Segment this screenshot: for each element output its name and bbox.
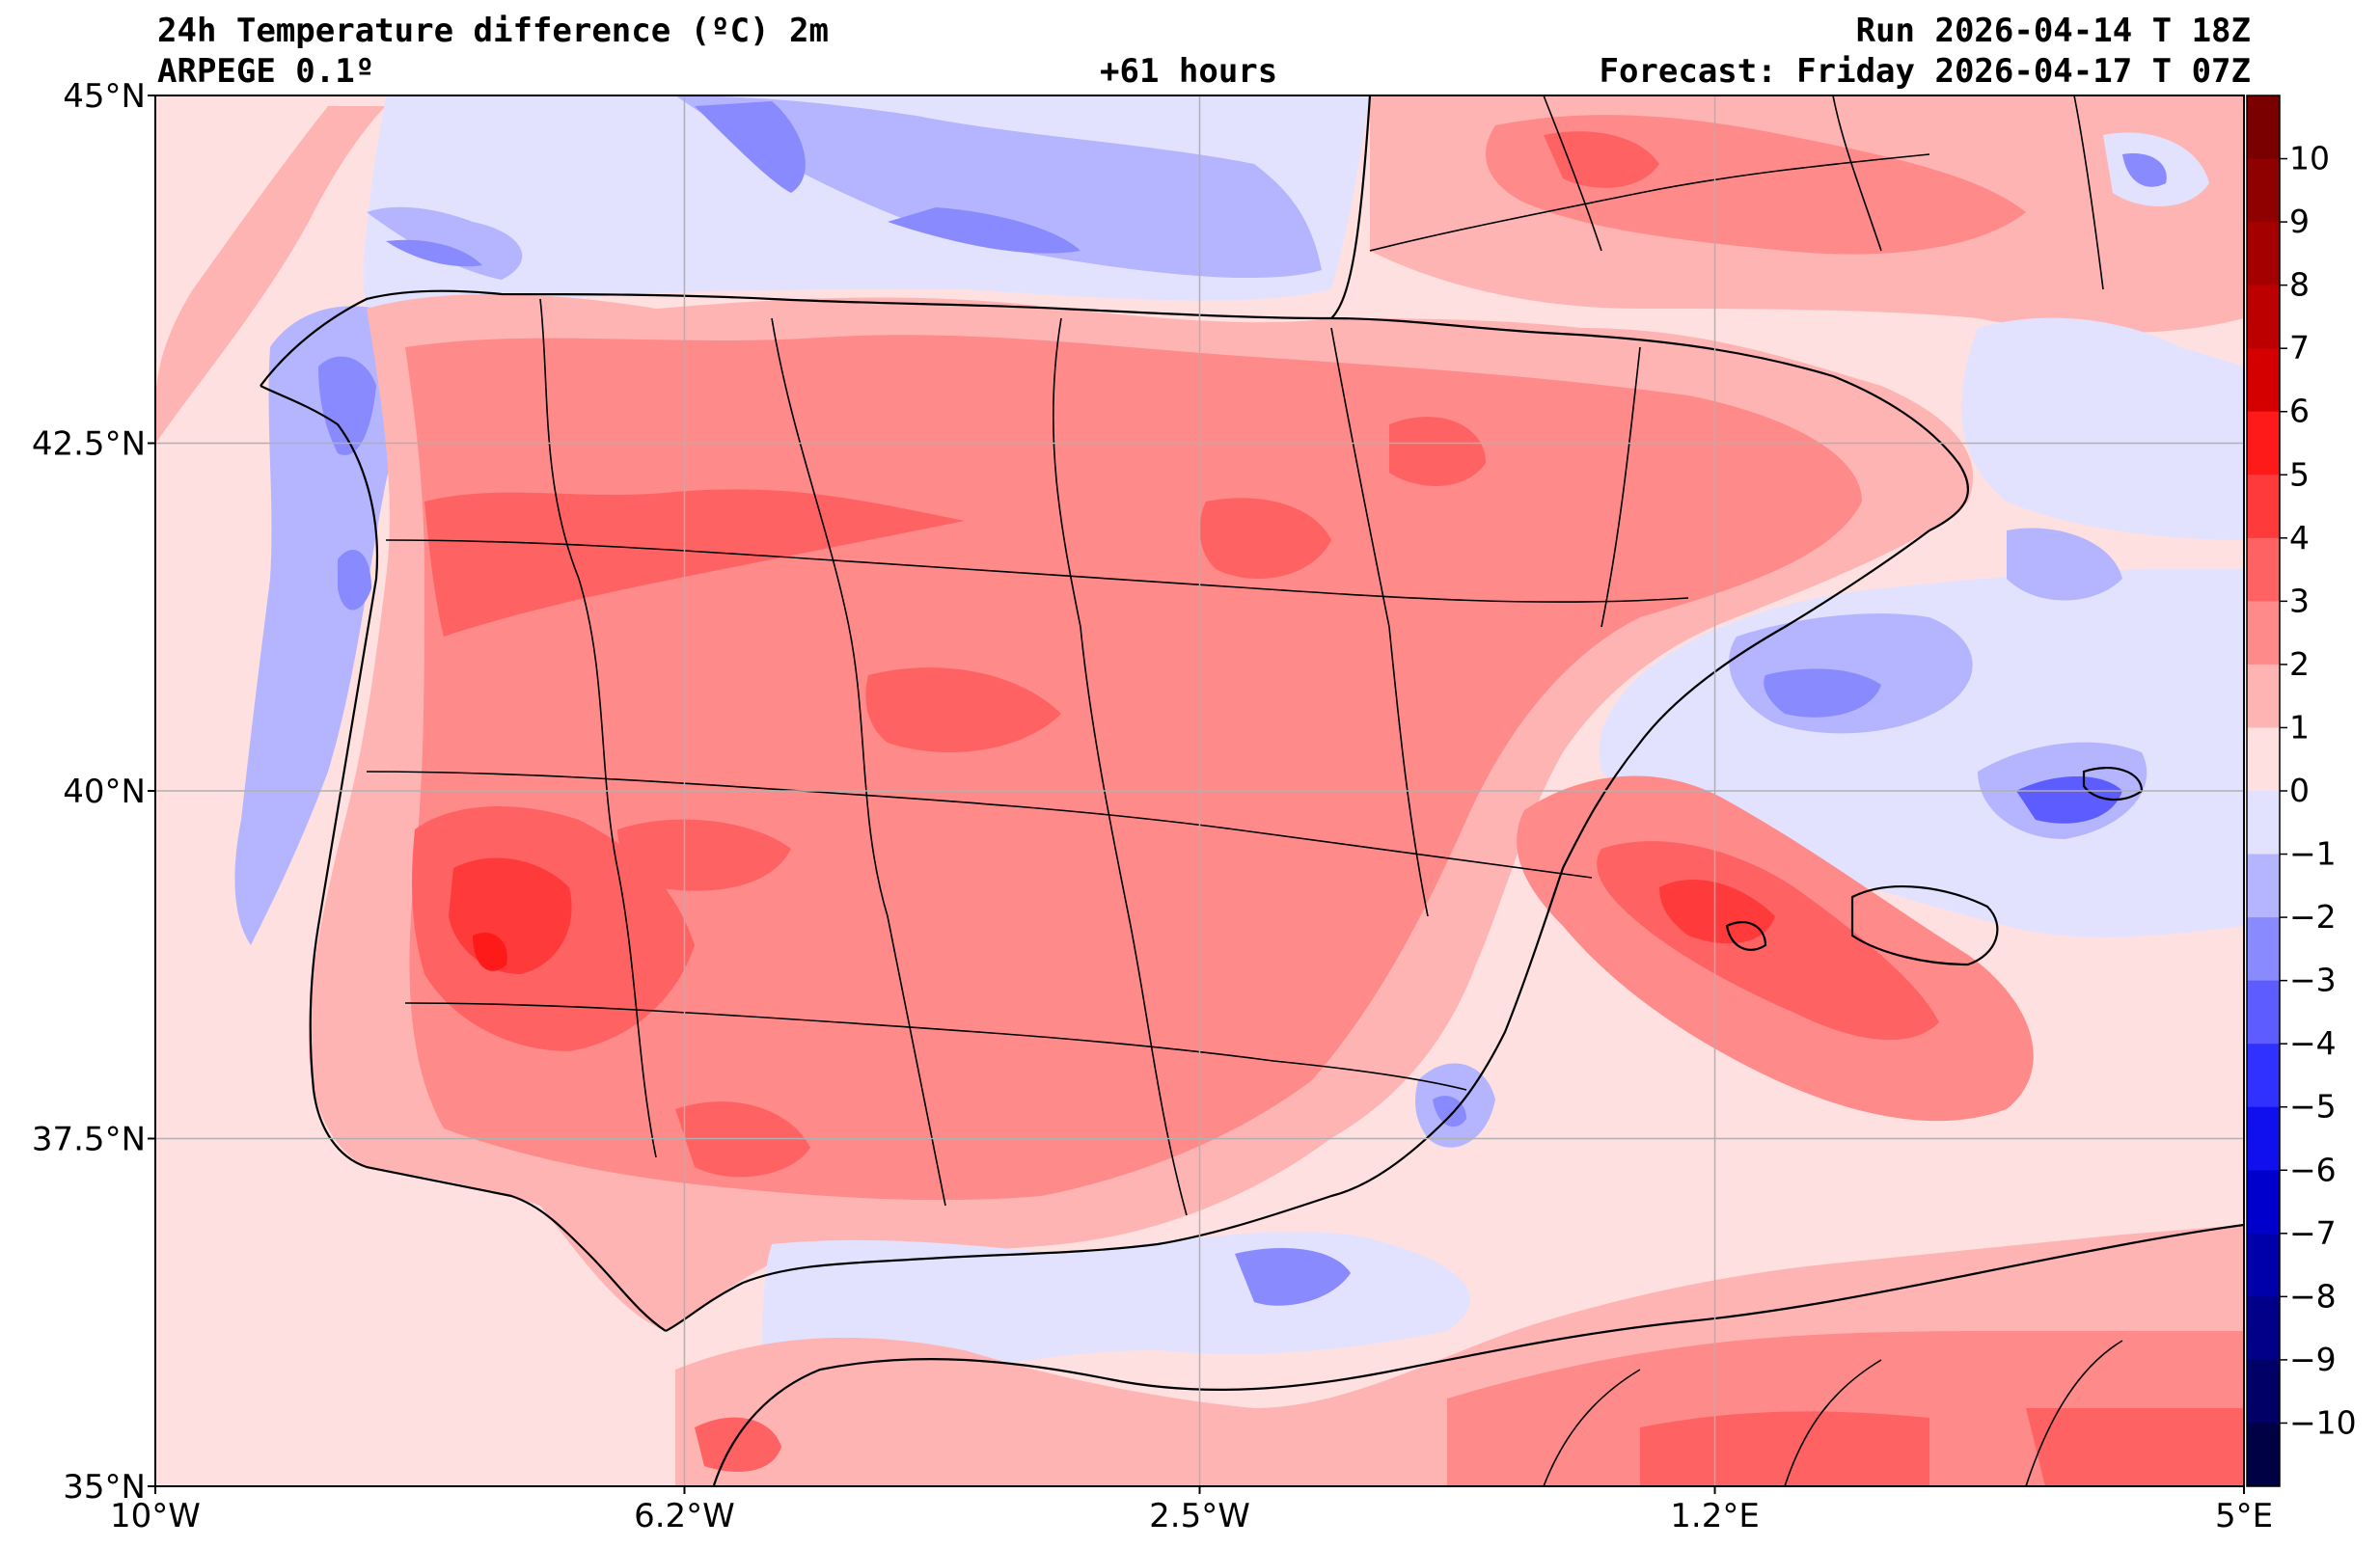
colorbar-label: −6 (2289, 1151, 2337, 1188)
colorbar-segment (2247, 1106, 2280, 1171)
colorbar-segment (2247, 1044, 2280, 1108)
run-time: Run 2026-04-14 T 18Z (1855, 12, 2251, 50)
lon-tick-label: 5°E (2215, 1497, 2273, 1535)
lat-tick-label: 42.5°N (32, 425, 146, 464)
lat-tick-label: 40°N (63, 773, 146, 811)
colorbar-segment (2247, 348, 2280, 413)
colorbar-label: −2 (2289, 898, 2337, 936)
colorbar-label: −5 (2289, 1088, 2337, 1126)
lead-time: +61 hours (1100, 52, 1278, 91)
colorbar-segment (2247, 854, 2280, 918)
grid-lines (155, 95, 2244, 1486)
colorbar-segment (2247, 1296, 2280, 1361)
colorbar-label: 6 (2289, 393, 2310, 430)
lat-tick-label: 37.5°N (32, 1121, 146, 1159)
model-name: ARPEGE 0.1º (157, 52, 375, 91)
colorbar-segment (2247, 537, 2280, 602)
colorbar-segment (2247, 222, 2280, 286)
colorbar-segment (2247, 411, 2280, 475)
lon-tick-label: 1.2°E (1670, 1497, 1760, 1535)
colorbar-segment (2247, 917, 2280, 982)
forecast-time: Forecast: Friday 2026-04-17 T 07Z (1599, 52, 2251, 91)
colorbar-label: −3 (2289, 962, 2337, 999)
colorbar-label: −10 (2289, 1403, 2357, 1441)
colorbar-label: 5 (2289, 455, 2310, 493)
map-title: 24h Temperature difference (ºC) 2m (157, 12, 829, 50)
colorbar-label: −8 (2289, 1277, 2337, 1315)
colorbar-label: 9 (2289, 203, 2310, 240)
lon-tick-label: 6.2°W (634, 1497, 735, 1535)
colorbar-label: −4 (2289, 1024, 2337, 1062)
colorbar-segment (2247, 1423, 2280, 1487)
colorbar-label: 4 (2289, 519, 2310, 557)
lon-tick-label: 2.5°W (1149, 1497, 1250, 1535)
colorbar-segment (2247, 664, 2280, 728)
colorbar-segment (2247, 1233, 2280, 1297)
latitude-axis: 45°N 42.5°N 40°N 37.5°N 35°N (32, 77, 155, 1507)
lon-tick-label: 10°W (110, 1497, 201, 1535)
colorbar-segment (2247, 285, 2280, 349)
colorbar-label: 8 (2289, 266, 2310, 304)
longitude-axis: 10°W 6.2°W 2.5°W 1.2°E 5°E (110, 1486, 2273, 1535)
colorbar-label: 10 (2289, 140, 2330, 177)
colorbar-segment (2247, 1359, 2280, 1424)
colorbar-label: 1 (2289, 708, 2310, 746)
colorbar-segment (2247, 1170, 2280, 1235)
colorbar-segment (2247, 158, 2280, 223)
colorbar-segment (2247, 727, 2280, 792)
colorbar-label: 2 (2289, 645, 2310, 683)
colorbar-segment (2247, 95, 2280, 160)
region-borders (366, 95, 2123, 1486)
coastline (260, 95, 2244, 1486)
colorbar-segment (2247, 475, 2280, 539)
colorbar-label: 3 (2289, 582, 2310, 619)
colorbar-segment (2247, 791, 2280, 855)
lat-tick-label: 35°N (63, 1468, 146, 1507)
colorbar-label: −1 (2289, 835, 2337, 873)
colorbar-segment (2247, 980, 2280, 1045)
colorbar-label: −9 (2289, 1341, 2337, 1378)
lat-tick-label: 45°N (63, 77, 146, 116)
colorbar-segment (2247, 601, 2280, 665)
colorbar-label: 0 (2289, 772, 2310, 809)
colorbar-label: 7 (2289, 329, 2310, 367)
colorbar-label: −7 (2289, 1214, 2337, 1252)
